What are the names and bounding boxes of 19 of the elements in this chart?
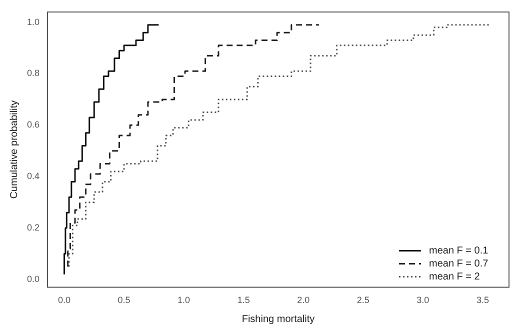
x-tick-label: 0.5 <box>118 295 130 306</box>
y-tick-label: 0.0 <box>26 274 40 284</box>
x-tick-label: 2.0 <box>297 295 310 306</box>
y-tick-label: 0.8 <box>26 68 40 78</box>
y-tick-label: 0.4 <box>26 171 40 182</box>
y-tick-label: 1.0 <box>26 16 40 27</box>
x-tick-label: 3.5 <box>476 295 489 306</box>
y-axis-title: Cumulative probability <box>8 100 20 199</box>
x-axis-title: Fishing mortality <box>242 314 315 325</box>
x-tick-label: 1.0 <box>178 295 190 306</box>
x-tick-label: 1.5 <box>237 295 250 306</box>
legend-label: mean F = 0.1 <box>429 245 489 256</box>
x-tick-label: 0.0 <box>58 295 71 306</box>
x-tick-label: 2.5 <box>356 295 370 306</box>
legend-label: mean F = 0.7 <box>429 258 489 270</box>
y-tick-label: 0.2 <box>26 222 40 233</box>
y-tick-label: 0.6 <box>26 120 40 130</box>
legend-label: mean F = 2 <box>429 271 480 282</box>
x-tick-label: 3.0 <box>416 295 430 306</box>
